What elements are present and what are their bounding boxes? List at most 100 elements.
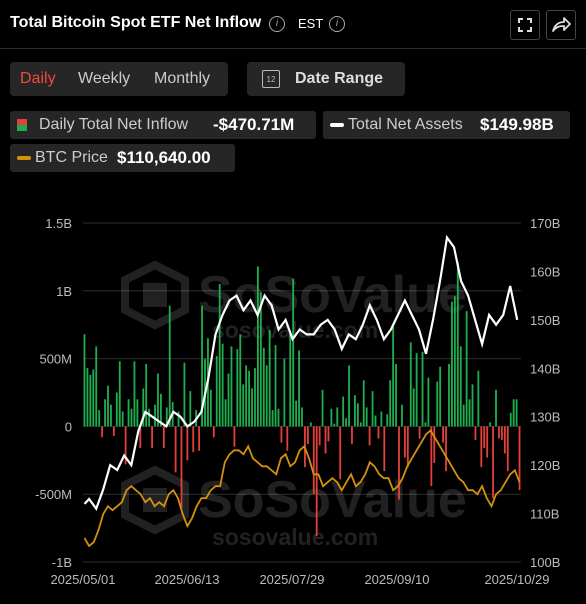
inflow-bar-86 (336, 407, 339, 427)
inflow-bar-8 (107, 385, 109, 427)
y-right-tick-3: 140B (530, 361, 560, 376)
inflow-bar-74 (301, 407, 303, 427)
inflow-bar-63 (268, 330, 271, 427)
inflow-bar-117 (427, 377, 430, 427)
date-range-label: Date Range (295, 70, 384, 87)
fullscreen-icon (518, 18, 532, 32)
inflow-bar-141 (498, 426, 500, 439)
inflow-bar-24 (154, 404, 156, 427)
inflow-bar-51 (233, 426, 236, 447)
watermark-brand: SoSoValue (198, 471, 467, 529)
inflow-bar-96 (365, 407, 368, 427)
inflow-bar-65 (274, 345, 277, 427)
btc-price-line (83, 429, 521, 548)
inflow-bar-31 (174, 426, 177, 473)
period-daily[interactable]: Daily (20, 70, 56, 87)
inflow-bar-14 (124, 426, 127, 465)
y-right-tick-6: 110B (530, 507, 559, 522)
inflow-bar-9 (110, 404, 112, 427)
watermark-brand: SoSoValue (198, 266, 467, 324)
inflow-bar-132 (471, 384, 474, 427)
inflow-bar-76 (306, 426, 309, 445)
inflow-bar-102 (383, 426, 386, 472)
inflow-bar-72 (295, 400, 298, 427)
grid-lines (83, 222, 521, 563)
fullscreen-button[interactable] (510, 10, 540, 40)
orange-line-swatch-icon (17, 156, 31, 160)
inflow-bar-134 (477, 370, 480, 427)
y-axis-right: 170B 160B 150B 140B 130B 120B 110B 100B (530, 216, 560, 570)
inflow-bar-33 (180, 426, 183, 508)
legend-net-assets-value: $149.98B (480, 115, 554, 134)
inflow-bar-127 (456, 262, 459, 427)
inflow-bar-7 (104, 399, 106, 427)
inflow-bar-49 (227, 373, 230, 427)
legend-net-inflow-label: Daily Total Net Inflow (39, 116, 189, 133)
net-inflow-bars (83, 262, 521, 537)
inflow-bar-108 (401, 404, 403, 427)
y-right-tick-1: 160B (530, 264, 560, 279)
share-button[interactable] (546, 10, 576, 40)
y-right-tick-4: 130B (530, 410, 560, 425)
y-axis-left: 1.5B 1B 500M 0 -500M -1B (35, 216, 72, 570)
x-tick-2: 2025/07/29 (259, 572, 324, 587)
inflow-bar-123 (445, 426, 447, 472)
inflow-bar-13 (121, 411, 124, 427)
inflow-bar-119 (433, 426, 436, 464)
inflow-bar-133 (474, 426, 477, 440)
legend-net-inflow[interactable]: Daily Total Net Inflow -$470.71M (10, 111, 316, 139)
inflow-bar-19 (139, 426, 142, 449)
y-right-tick-2: 150B (530, 313, 560, 328)
inflow-bar-136 (483, 426, 486, 449)
inflow-bar-92 (354, 395, 356, 427)
inflow-bar-46 (218, 284, 221, 427)
y-left-tick-3: 0 (65, 419, 72, 434)
timezone-label: EST (298, 16, 324, 31)
info-icon[interactable]: i (269, 16, 285, 32)
inflow-bar-146 (512, 399, 515, 427)
inflow-bar-71 (292, 278, 295, 427)
inflow-bar-101 (380, 411, 383, 427)
inflow-bar-98 (371, 391, 374, 427)
date-range-button[interactable]: 12 Date Range (247, 62, 405, 96)
inflow-bar-36 (189, 391, 192, 427)
inflow-bar-26 (159, 393, 162, 427)
x-axis: 2025/05/01 2025/06/13 2025/07/29 2025/09/10… (50, 572, 549, 587)
inflow-bar-12 (118, 361, 121, 427)
inflow-bar-64 (271, 410, 274, 427)
calendar-icon: 12 (262, 70, 280, 88)
inflow-bar-32 (177, 411, 180, 427)
inflow-bar-39 (198, 426, 201, 451)
inflow-bar-139 (492, 426, 494, 499)
inflow-bar-94 (359, 422, 362, 427)
inflow-bar-91 (351, 426, 353, 445)
inflow-bar-89 (345, 418, 347, 427)
inflow-bar-3 (92, 369, 95, 427)
inflow-bar-43 (209, 389, 212, 427)
inflow-bar-100 (377, 426, 380, 439)
inflow-bar-61 (262, 347, 265, 427)
legend-net-assets[interactable]: Total Net Assets $149.98B (323, 111, 570, 139)
inflow-bar-103 (386, 414, 389, 427)
period-monthly[interactable]: Monthly (154, 70, 211, 87)
inflow-bar-45 (215, 355, 218, 427)
watermark-logo-icon (121, 260, 189, 330)
inflow-bar-116 (424, 422, 427, 427)
period-weekly[interactable]: Weekly (78, 70, 131, 87)
inflow-bar-137 (486, 426, 489, 458)
inflow-bar-104 (389, 380, 392, 427)
legend-btc-price-label: BTC Price (35, 149, 108, 166)
inflow-bar-16 (130, 408, 133, 427)
inflow-bar-138 (489, 422, 492, 427)
inflow-bar-25 (157, 373, 159, 427)
inflow-bar-118 (430, 426, 433, 487)
legend-net-assets-label: Total Net Assets (348, 116, 463, 133)
legend-btc-price[interactable]: BTC Price $110,640.00 (10, 144, 235, 172)
inflow-bar-77 (309, 422, 312, 427)
timezone-info-icon[interactable]: i (329, 16, 345, 32)
inflow-bar-21 (145, 364, 148, 427)
inflow-bar-129 (462, 404, 465, 427)
inflow-bar-82 (324, 426, 327, 454)
inflow-bar-143 (503, 426, 506, 454)
inflow-bar-54 (242, 384, 245, 427)
